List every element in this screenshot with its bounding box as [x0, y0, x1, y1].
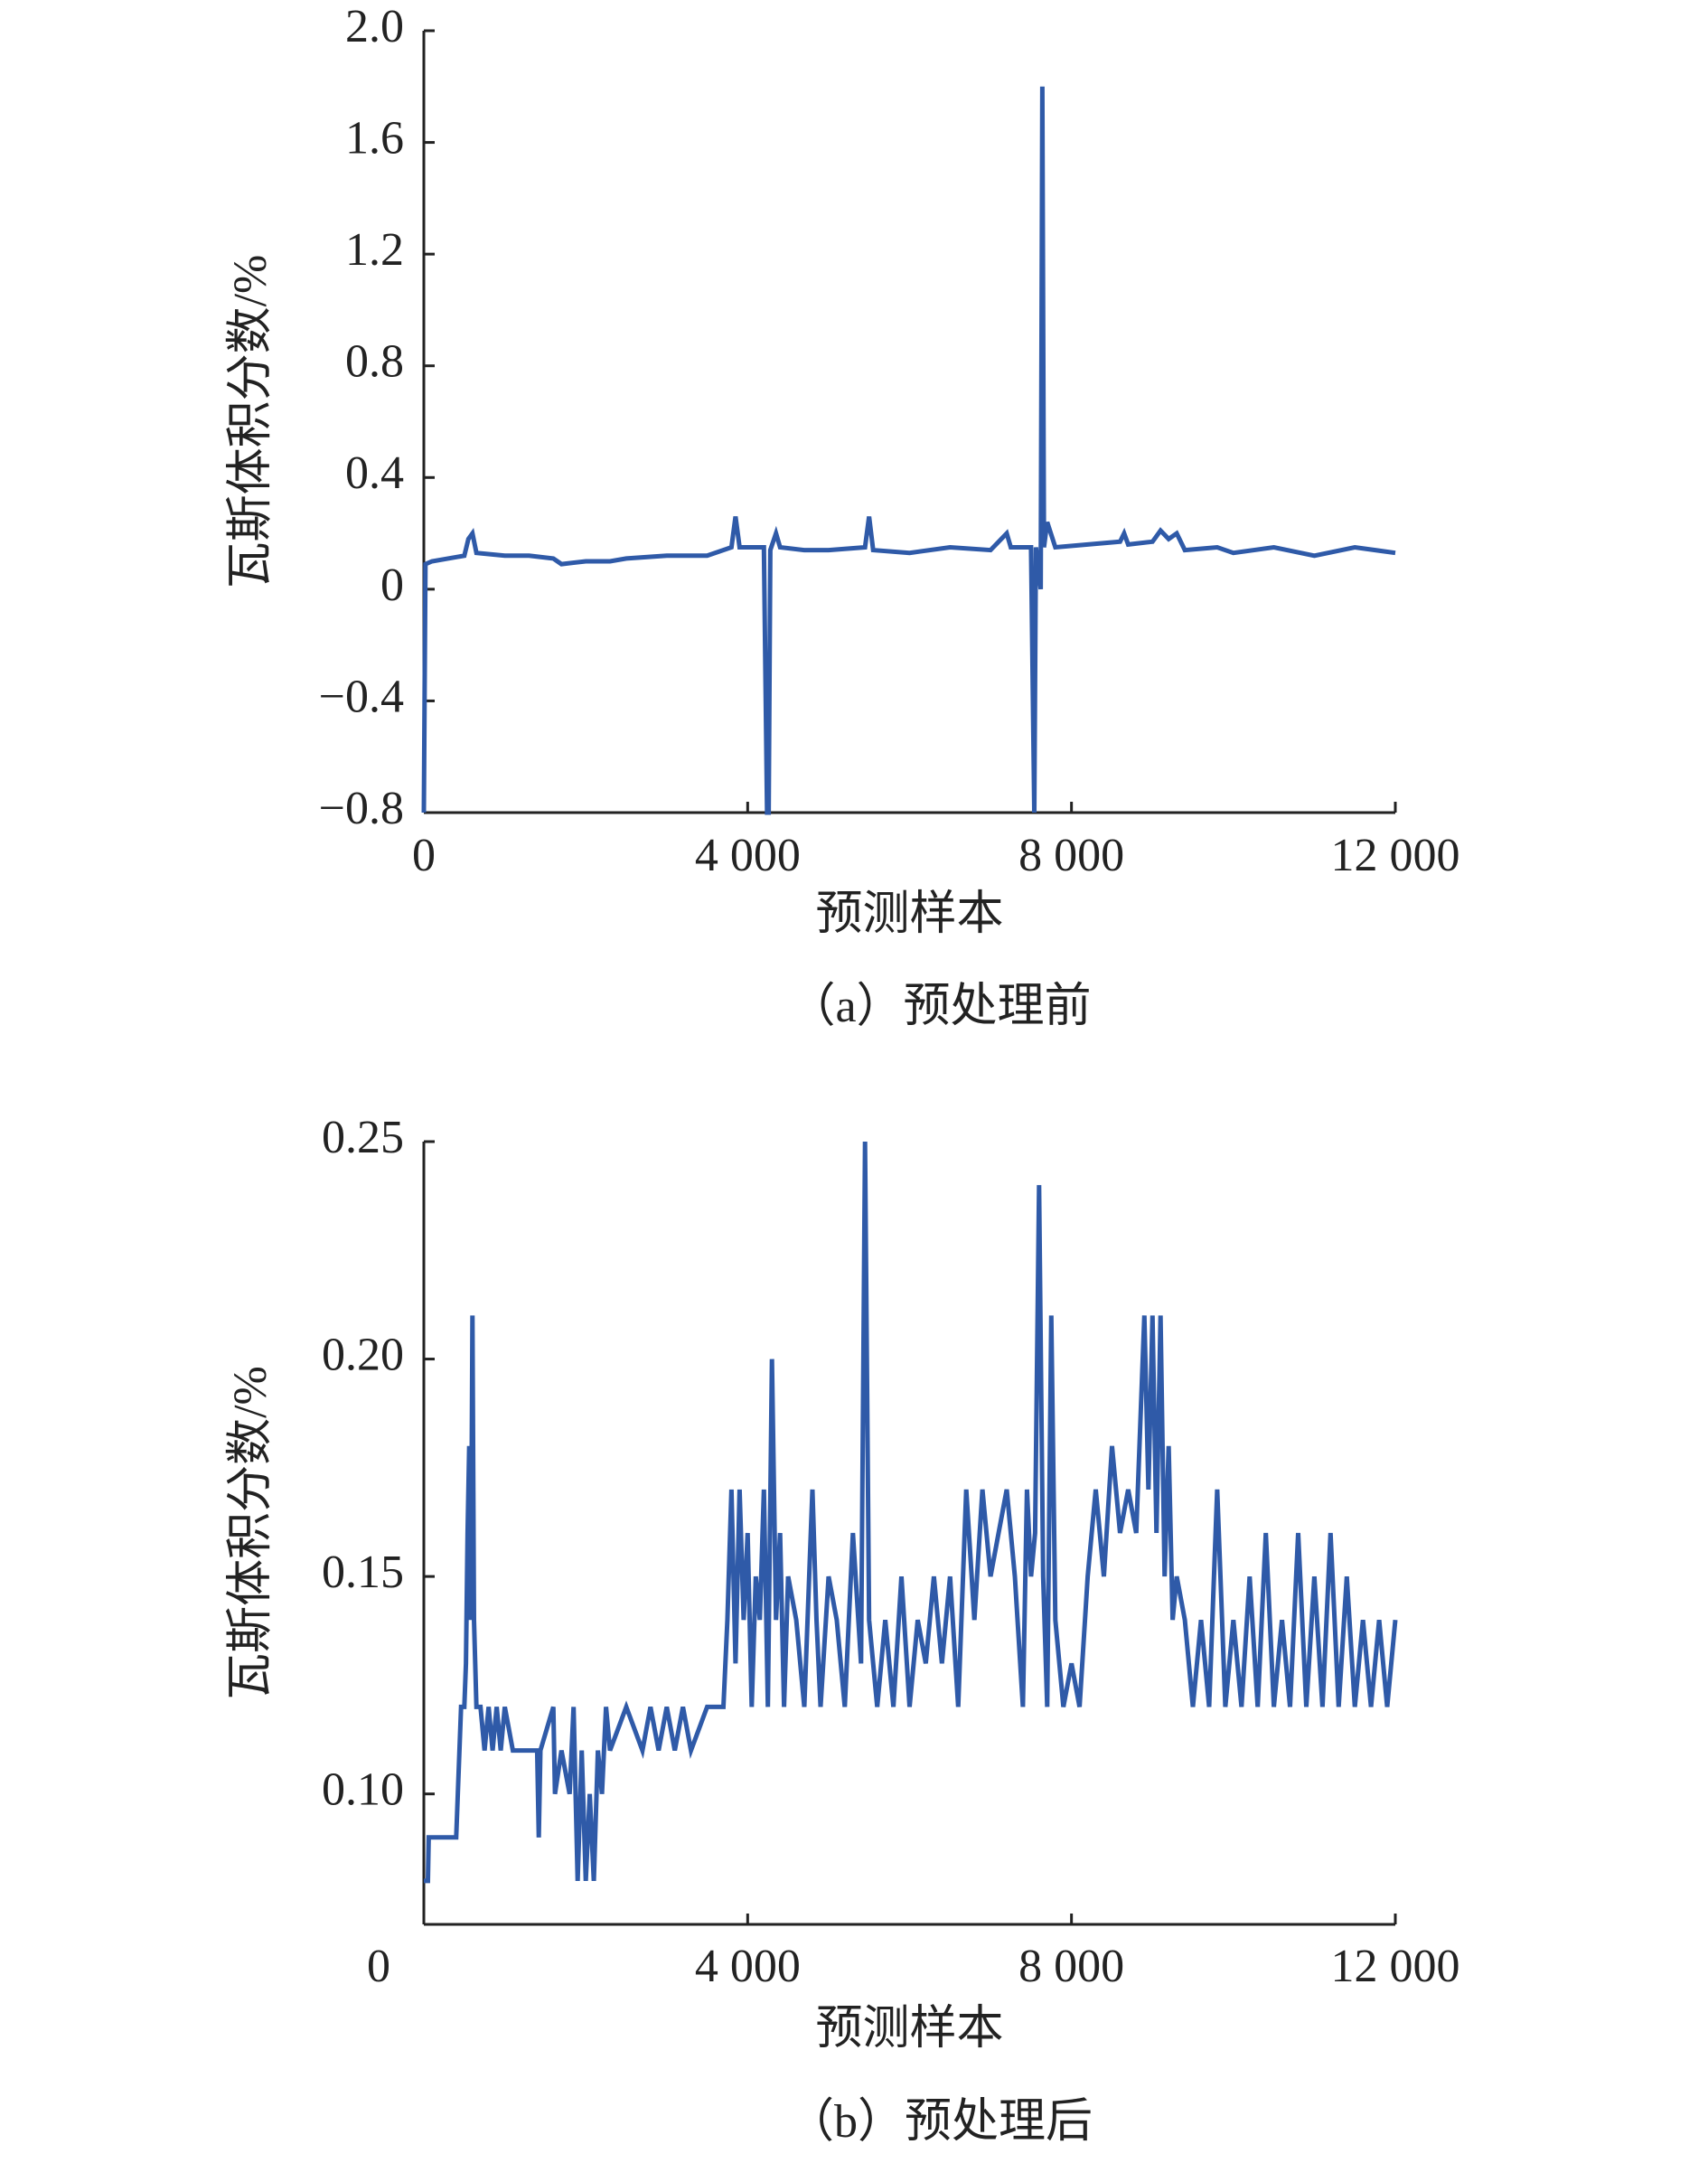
- x-tick-label: 4 000: [695, 1941, 801, 1992]
- y-tick-label: 0.20: [322, 1329, 404, 1380]
- x-axis-label: 预测样本: [815, 2003, 1003, 2055]
- x-axis-label: 预测样本: [815, 889, 1003, 940]
- y-tick-label: 0: [380, 560, 404, 611]
- y-axis-label: 瓦斯体积分数/%: [225, 255, 277, 589]
- y-tick-label: 0.4: [345, 447, 404, 499]
- x-tick-label: 0: [412, 830, 436, 881]
- x-tick-label: 12 000: [1331, 1941, 1460, 1992]
- y-tick-label: −0.8: [319, 783, 404, 834]
- caption: （a）预处理前: [788, 981, 1091, 1032]
- x-tick-label: 0: [367, 1941, 390, 1992]
- x-tick-label: 8 000: [1018, 1941, 1124, 1992]
- x-tick-label: 8 000: [1018, 830, 1124, 881]
- y-tick-label: 0.25: [322, 1112, 404, 1163]
- data-line: [421, 86, 1396, 815]
- y-tick-label: 1.2: [345, 224, 404, 276]
- y-axis-label: 瓦斯体积分数/%: [225, 1366, 277, 1700]
- y-tick-label: −0.4: [319, 671, 404, 722]
- caption: （b）预处理后: [787, 2096, 1093, 2148]
- y-tick-label: 1.6: [345, 113, 404, 165]
- y-tick-label: 0.15: [322, 1547, 404, 1598]
- data-line: [424, 1141, 1398, 1884]
- y-tick-label: 2.0: [345, 1, 404, 52]
- x-tick-label: 4 000: [695, 830, 801, 881]
- x-tick-label: 12 000: [1331, 830, 1460, 881]
- y-tick-label: 0.8: [345, 336, 404, 388]
- y-tick-label: 0.10: [322, 1764, 404, 1816]
